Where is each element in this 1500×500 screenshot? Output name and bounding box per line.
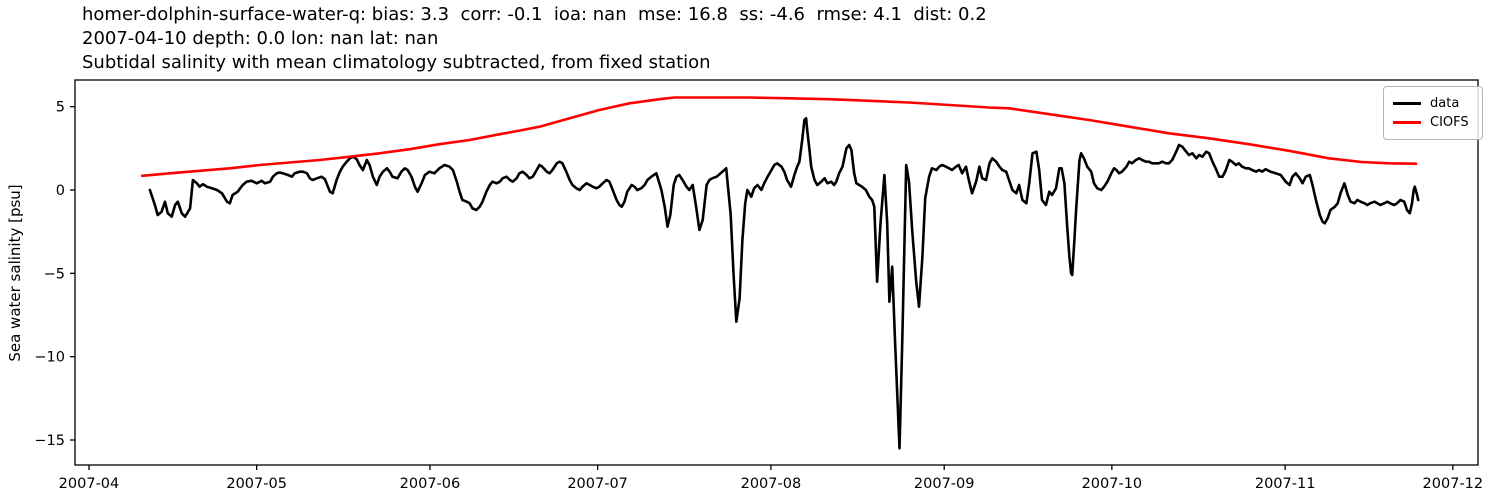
- figure-title-stats-line: homer-dolphin-surface-water-q: bias: 3.3…: [82, 4, 987, 25]
- x-tick-label: 2007-05: [226, 476, 287, 492]
- x-tick-label: 2007-08: [741, 476, 802, 492]
- legend-label-ciofs: CIOFS: [1430, 115, 1469, 130]
- series-line-data: [148, 117, 1420, 450]
- legend: data CIOFS: [1383, 86, 1483, 140]
- y-tick-label: 5: [56, 100, 65, 116]
- x-tick-label: 2007-11: [1255, 476, 1316, 492]
- plot-border: [74, 79, 1479, 466]
- x-tick-label: 2007-06: [400, 476, 461, 492]
- y-tick-label: −10: [34, 350, 65, 366]
- legend-label-data: data: [1430, 96, 1460, 111]
- y-tick-label: −5: [44, 266, 65, 282]
- legend-entry-data: data: [1393, 94, 1474, 113]
- series-line-ciofs: [140, 96, 1418, 178]
- legend-entry-ciofs: CIOFS: [1393, 113, 1474, 132]
- legend-line-sample-data: [1393, 102, 1421, 105]
- figure-title-description-line: Subtidal salinity with mean climatology …: [82, 52, 711, 73]
- x-tick-label: 2007-07: [567, 476, 628, 492]
- y-axis-label: Sea water salinity [psu]: [6, 184, 24, 362]
- figure-title-meta-line: 2007-04-10 depth: 0.0 lon: nan lat: nan: [82, 28, 439, 49]
- x-tick-label: 2007-12: [1423, 476, 1484, 492]
- y-tick-label: 0: [56, 183, 65, 199]
- x-tick-label: 2007-10: [1082, 476, 1143, 492]
- x-tick-label: 2007-04: [59, 476, 120, 492]
- y-tick-label: −15: [34, 433, 65, 449]
- x-tick-label: 2007-09: [914, 476, 975, 492]
- legend-line-sample-ciofs: [1393, 121, 1421, 124]
